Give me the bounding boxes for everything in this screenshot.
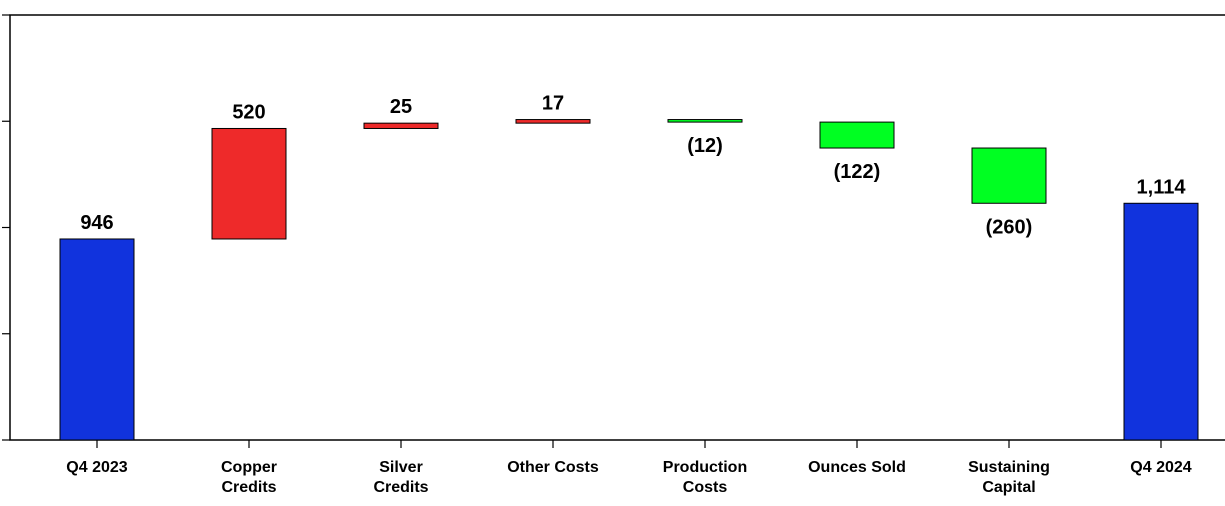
x-tick-label: Q4 2023	[66, 459, 128, 476]
value-label: 1,114	[1137, 176, 1187, 198]
x-tick-label: Production Costs	[662, 459, 748, 496]
bar	[59, 238, 135, 441]
x-tick-label: Copper Credits	[221, 459, 277, 496]
x-tick-label: Ounces Sold	[808, 459, 906, 476]
value-label: 25	[390, 96, 412, 118]
x-tick-label: Q4 2024	[1130, 459, 1192, 476]
value-label: 520	[232, 101, 265, 123]
bar	[515, 119, 591, 124]
bar	[363, 122, 439, 129]
bar	[667, 119, 743, 123]
bar	[971, 147, 1047, 204]
value-label: (122)	[834, 161, 881, 183]
value-label: 946	[80, 212, 113, 234]
value-label: (12)	[687, 135, 723, 157]
value-label: (260)	[986, 216, 1033, 238]
x-tick-label: Sustaining Capital	[968, 459, 1050, 496]
bar	[819, 121, 895, 149]
x-tick-label: Silver Credits	[373, 459, 429, 496]
bar	[1123, 202, 1199, 441]
bar	[211, 127, 287, 240]
x-tick-label: Other Costs	[507, 459, 599, 476]
plot-frame	[9, 14, 1225, 441]
value-label: 17	[542, 93, 564, 115]
